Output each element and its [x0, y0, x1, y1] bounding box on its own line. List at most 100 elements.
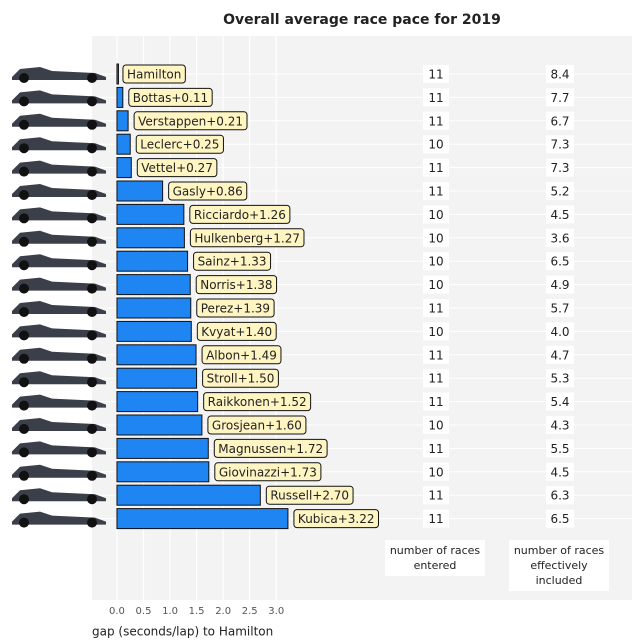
car-wheel — [19, 424, 29, 434]
value-label: Kvyat+1.40 — [201, 325, 272, 339]
races-included: 8.4 — [550, 68, 569, 82]
car-wheel — [19, 190, 29, 200]
races-included: 7.3 — [550, 138, 569, 152]
car-wheel — [19, 470, 29, 481]
cell-bg — [546, 111, 574, 130]
car-wheel — [87, 330, 97, 341]
value-label: Magnussen+1.72 — [218, 442, 323, 456]
bar — [116, 157, 132, 179]
races-entered: 10 — [428, 325, 443, 339]
value-label-box — [135, 134, 224, 154]
races-included: 4.3 — [550, 419, 569, 433]
car-icon — [12, 254, 106, 268]
value-label-group: Sainz+1.33 — [193, 251, 272, 271]
car-wheel — [19, 447, 29, 458]
value-label-box — [128, 87, 213, 107]
cell-bg — [546, 275, 574, 294]
value-label-group: Norris+1.38 — [195, 275, 278, 295]
cell-bg — [423, 252, 449, 271]
bar — [116, 484, 261, 506]
car-wheel — [87, 307, 97, 317]
car-wheel — [19, 166, 29, 177]
value-label-group: Gasly+0.86 — [168, 181, 248, 201]
car-wheel — [19, 143, 29, 154]
value-label-box — [136, 158, 218, 178]
car-wheel — [19, 96, 29, 107]
value-label-group: Stroll+1.50 — [202, 368, 279, 388]
cell-bg — [423, 275, 449, 294]
races-entered: 11 — [428, 348, 443, 362]
value-label: Stroll+1.50 — [207, 372, 275, 386]
value-label: Vettel+0.27 — [141, 161, 213, 175]
chart-title: Overall average race pace for 2019 — [223, 12, 501, 28]
value-label-group: Bottas+0.11 — [128, 87, 213, 107]
car-wheel — [19, 400, 29, 411]
races-entered: 11 — [428, 372, 443, 386]
car-wheel — [19, 73, 29, 83]
value-label-box — [213, 438, 328, 458]
value-label-box — [189, 204, 291, 224]
car-wheel — [87, 119, 97, 130]
races-included: 7.3 — [550, 161, 569, 175]
value-label: Ricciardo+1.26 — [194, 208, 286, 222]
value-label: Giovinazzi+1.73 — [219, 465, 317, 479]
races-included: 3.6 — [550, 231, 569, 245]
value-label-box — [207, 415, 307, 435]
car-wheel — [87, 470, 97, 481]
value-label-box — [293, 509, 379, 529]
value-label-box — [196, 298, 275, 318]
car-wheel — [87, 494, 97, 505]
value-label-box — [201, 345, 282, 365]
bar — [116, 437, 209, 459]
car-icon — [12, 347, 106, 361]
races-entered: 10 — [428, 231, 443, 245]
car-icon — [12, 207, 106, 221]
x-tick-label: 1.0 — [162, 606, 178, 617]
bar — [116, 297, 192, 319]
car-icon — [12, 394, 106, 408]
bar — [116, 461, 210, 483]
car-wheel — [19, 119, 29, 130]
car-icon — [12, 511, 106, 525]
races-entered: 10 — [428, 419, 443, 433]
cell-bg — [423, 111, 449, 130]
bar — [116, 110, 129, 132]
cell-bg — [423, 345, 449, 364]
races-entered: 10 — [428, 208, 443, 222]
bar — [116, 367, 198, 389]
value-label-box — [168, 181, 248, 201]
x-tick-label: 1.5 — [189, 606, 205, 617]
bar — [116, 133, 131, 155]
cell-bg — [546, 158, 574, 177]
value-label: Gasly+0.86 — [173, 185, 243, 199]
value-label-box — [193, 251, 272, 271]
value-label-box — [214, 462, 322, 482]
cell-bg — [423, 65, 449, 83]
car-wheel — [87, 283, 97, 294]
value-label-group: Giovinazzi+1.73 — [214, 462, 322, 482]
value-label: Leclerc+0.25 — [140, 138, 219, 152]
value-label: Perez+1.39 — [201, 302, 270, 316]
car-wheel — [87, 353, 97, 364]
races-included: 4.5 — [550, 208, 569, 222]
column-header: number of races effectively included — [509, 540, 609, 591]
cell-bg — [423, 486, 449, 505]
cell-bg — [423, 88, 449, 107]
races-included: 4.7 — [550, 348, 569, 362]
races-entered: 11 — [428, 91, 443, 105]
value-label: Grosjean+1.60 — [212, 419, 302, 433]
cell-bg — [546, 205, 574, 224]
value-label-group: Kvyat+1.40 — [196, 321, 277, 341]
car-wheel — [19, 213, 29, 224]
bar — [116, 63, 119, 85]
value-label: Norris+1.38 — [200, 278, 272, 292]
cell-bg — [546, 135, 574, 154]
races-included: 6.3 — [550, 489, 569, 503]
car-icon — [12, 184, 106, 197]
car-wheel — [19, 377, 29, 388]
car-icon — [12, 324, 106, 338]
races-entered: 11 — [428, 114, 443, 128]
cell-bg — [423, 416, 449, 434]
bar — [116, 391, 199, 413]
value-label-group: Ricciardo+1.26 — [189, 204, 291, 224]
